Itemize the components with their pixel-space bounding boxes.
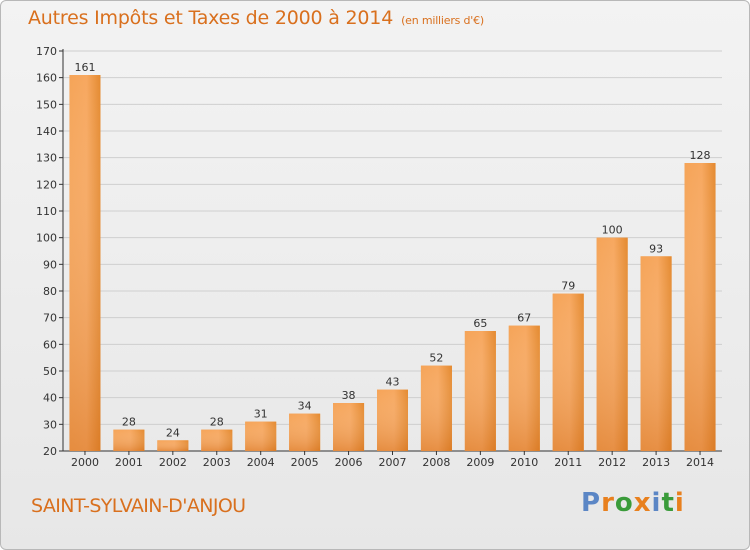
logo-letter: x xyxy=(633,488,652,518)
bar-shade-vertical xyxy=(157,440,189,451)
y-tick-label: 160 xyxy=(36,72,57,85)
x-tick-label: 2014 xyxy=(686,456,714,469)
bar-shade-vertical xyxy=(333,403,365,451)
logo-letter: r xyxy=(601,488,615,518)
bar-shade-vertical xyxy=(508,325,540,451)
logo-letter: i xyxy=(674,488,685,518)
bar-shade-vertical xyxy=(640,256,672,451)
y-tick-label: 90 xyxy=(43,258,57,271)
x-tick-label: 2010 xyxy=(510,456,538,469)
x-tick-label: 2000 xyxy=(71,456,99,469)
bar-shade-vertical xyxy=(552,293,584,451)
bar-value-label: 79 xyxy=(561,280,575,293)
bar-value-label: 161 xyxy=(74,61,95,74)
chart-title: Autres Impôts et Taxes de 2000 à 2014 (en… xyxy=(28,7,484,29)
y-tick-label: 110 xyxy=(36,205,57,218)
commune-name: SAINT-SYLVAIN-D'ANJOU xyxy=(31,495,246,517)
logo-letter: i xyxy=(651,488,662,518)
bar-value-label: 24 xyxy=(166,426,180,439)
bar-value-label: 93 xyxy=(649,242,663,255)
x-tick-label: 2011 xyxy=(554,456,582,469)
bar-value-label: 65 xyxy=(473,317,487,330)
x-tick-label: 2005 xyxy=(291,456,319,469)
y-tick-label: 60 xyxy=(43,338,57,351)
chart-title-text: Autres Impôts et Taxes de 2000 à 2014 xyxy=(28,7,394,29)
bar-shade-vertical xyxy=(113,429,145,451)
x-tick-label: 2008 xyxy=(422,456,450,469)
x-tick-label: 2007 xyxy=(379,456,407,469)
x-tick-label: 2012 xyxy=(598,456,626,469)
bar-shade-vertical xyxy=(69,75,101,451)
x-tick-label: 2013 xyxy=(642,456,670,469)
y-tick-label: 130 xyxy=(36,152,57,165)
bar-value-labels: 161 28 24 28 31 34 38 43 52 65 67 79 100 93 128 xyxy=(74,61,710,439)
y-tick-label: 150 xyxy=(36,98,57,111)
y-tick-label: 20 xyxy=(43,445,57,458)
y-tick-label: 100 xyxy=(36,232,57,245)
y-tick-label: 120 xyxy=(36,178,57,191)
x-tick-label: 2004 xyxy=(247,456,275,469)
x-tick-label: 2003 xyxy=(203,456,231,469)
bar-shade-vertical xyxy=(377,389,408,451)
bar-shade-vertical xyxy=(201,429,233,451)
x-tick-label: 2001 xyxy=(115,456,143,469)
bar-value-label: 43 xyxy=(386,376,400,389)
bar-value-label: 28 xyxy=(210,416,224,429)
bar-shade-vertical xyxy=(684,163,716,451)
bar-value-label: 52 xyxy=(429,352,443,365)
y-tick-label: 170 xyxy=(36,45,57,58)
bar-value-label: 100 xyxy=(602,224,623,237)
logo-letter: o xyxy=(614,488,634,518)
logo-letter: t xyxy=(661,488,675,518)
x-tick-label: 2009 xyxy=(466,456,494,469)
x-tick-label: 2006 xyxy=(335,456,363,469)
bar-value-label: 128 xyxy=(690,149,711,162)
chart-subtitle: (en milliers d'€) xyxy=(401,14,484,27)
y-tick-label: 80 xyxy=(43,285,57,298)
bar-shade-vertical xyxy=(596,237,628,451)
bar-value-label: 67 xyxy=(517,312,531,325)
bar-shade-vertical xyxy=(289,413,321,451)
y-tick-label: 140 xyxy=(36,125,57,138)
bars xyxy=(69,75,716,451)
x-tick-labels: 2000 2001 2002 2003 2004 2005 2006 2007 2008 2009… xyxy=(71,451,714,469)
bar-value-label: 34 xyxy=(298,400,312,413)
y-tick-label: 40 xyxy=(43,392,57,405)
y-tick-labels: 20 30 40 50 60 70 80 90 100 110 120 130 140 150 160 170 xyxy=(36,45,57,458)
bar-shade-vertical xyxy=(245,421,277,451)
y-tick-label: 70 xyxy=(43,312,57,325)
proxiti-logo[interactable]: Proxiti xyxy=(581,488,685,518)
bar-shade-vertical xyxy=(420,365,452,451)
y-tick-label: 50 xyxy=(43,365,57,378)
logo-letter: P xyxy=(581,488,602,518)
bar-value-label: 31 xyxy=(254,408,268,421)
y-tick-label: 30 xyxy=(43,418,57,431)
bar-shade-vertical xyxy=(464,331,496,451)
bar-value-label: 28 xyxy=(122,416,136,429)
bar-value-label: 38 xyxy=(342,389,356,402)
x-tick-label: 2002 xyxy=(159,456,187,469)
